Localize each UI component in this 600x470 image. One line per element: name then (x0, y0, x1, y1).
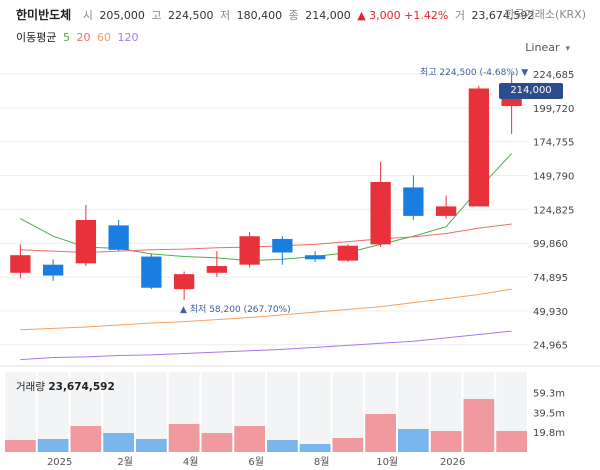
volume-tick-label: 59.3m (533, 389, 565, 400)
x-tick-label: 2026 (440, 457, 465, 468)
volume-bar (103, 433, 134, 452)
scale-dropdown[interactable]: Linear ▾ (525, 41, 570, 54)
open-value: 205,000 (99, 9, 145, 22)
volume-bar (201, 433, 233, 452)
high-annotation: 최고 224,500 (-4.68%) ▼ (420, 65, 528, 78)
volume-label: 거 (454, 9, 465, 22)
volume-bar (430, 431, 462, 452)
ma-line-5 (20, 153, 512, 262)
ma-line-120 (20, 330, 512, 361)
high-label: 고 (151, 9, 162, 22)
candle-body (337, 245, 359, 261)
close-value: 214,000 (305, 9, 351, 22)
ma-legend: 이동평균 5 20 60 120 (16, 29, 141, 45)
y-tick-label: 149,790 (533, 172, 574, 183)
candle-body (370, 182, 391, 245)
volume-title: 거래량 23,674,592 (16, 379, 115, 394)
high-value: 224,500 (167, 9, 214, 22)
ma-legend-5[interactable]: 5 (62, 31, 70, 44)
current-price-tag: 214,000 (499, 83, 563, 99)
scale-label: Linear (525, 41, 560, 54)
ma-legend-120[interactable]: 120 (117, 31, 139, 44)
volume-bar (398, 429, 429, 452)
volume-bar (365, 414, 396, 452)
volume-column-bg (299, 372, 331, 452)
volume-bar (496, 431, 527, 452)
candle-body (10, 255, 31, 273)
y-tick-label: 224,685 (533, 70, 574, 81)
quote-header: 한미반도체 시 205,000 고 224,500 저 180,400 종 21… (0, 0, 600, 30)
candle-body (468, 88, 490, 207)
candle-body (141, 256, 162, 288)
chevron-down-icon: ▾ (565, 44, 570, 54)
x-tick-label: 4월 (183, 456, 199, 468)
exchange-label: 한국거래소(KRX) (504, 8, 586, 21)
candle-body (272, 238, 293, 253)
y-tick-label: 199,720 (533, 104, 574, 115)
y-tick-label: 49,930 (533, 307, 568, 318)
volume-title-value: 23,674,592 (48, 381, 115, 393)
high-marker-icon: ▼ (521, 68, 529, 78)
low-label: 저 (219, 9, 231, 22)
volume-tick-label: 39.5m (533, 409, 565, 420)
volume-bar (299, 444, 331, 452)
ma-legend-20[interactable]: 20 (76, 31, 91, 44)
volume-value: 23,674,592 (471, 9, 535, 22)
candle-body (435, 206, 457, 216)
y-tick-label: 124,825 (533, 205, 574, 216)
volume-bar (463, 399, 495, 452)
volume-bar (37, 439, 69, 452)
candle-body (206, 266, 228, 273)
candle-body (173, 274, 195, 290)
y-tick-label: 174,755 (533, 138, 574, 149)
close-label: 종 (288, 9, 299, 22)
volume-bar (234, 426, 265, 452)
candle-body (42, 264, 64, 276)
volume-column-bg (37, 372, 69, 452)
ma-legend-label: 이동평균 (16, 31, 57, 44)
volume-bar (168, 424, 200, 452)
volume-column-bg (5, 372, 36, 452)
high-annotation-text: 최고 224,500 (-4.68%) (420, 68, 519, 78)
y-tick-label: 99,860 (533, 239, 568, 250)
change-value: ▲ 3,000 +1.42% (357, 9, 449, 22)
volume-column-bg (136, 372, 167, 452)
candle-body (239, 236, 260, 265)
volume-bar (267, 440, 298, 452)
volume-tick-label: 19.8m (533, 428, 565, 439)
x-tick-label: 10월 (376, 456, 398, 468)
volume-bar (332, 438, 364, 452)
x-tick-label: 2월 (117, 456, 133, 468)
volume-title-label: 거래량 (16, 381, 45, 393)
candle-body (304, 255, 326, 260)
stock-name: 한미반도체 (16, 8, 72, 22)
low-value: 180,400 (236, 9, 283, 22)
volume-column-bg (267, 372, 298, 452)
candle-body (403, 187, 424, 216)
ohlc-summary: 한미반도체 시 205,000 고 224,500 저 180,400 종 21… (16, 6, 537, 23)
candle-body (75, 219, 97, 264)
y-tick-label: 74,895 (533, 273, 568, 284)
volume-bar (136, 439, 167, 452)
volume-bar (70, 426, 102, 452)
low-annotation: ▲ 최저 58,200 (267.70%) (180, 305, 291, 315)
x-tick-label: 8월 (314, 456, 330, 468)
y-tick-label: 24,965 (533, 341, 568, 352)
candle-body (108, 225, 129, 250)
x-tick-label: 6월 (248, 456, 264, 468)
ma-line-60 (20, 288, 512, 331)
open-label: 시 (82, 9, 93, 22)
ma-line-20 (20, 223, 512, 253)
volume-bar (5, 440, 36, 452)
x-tick-label: 2025 (47, 457, 72, 468)
ma-legend-60[interactable]: 60 (96, 31, 111, 44)
